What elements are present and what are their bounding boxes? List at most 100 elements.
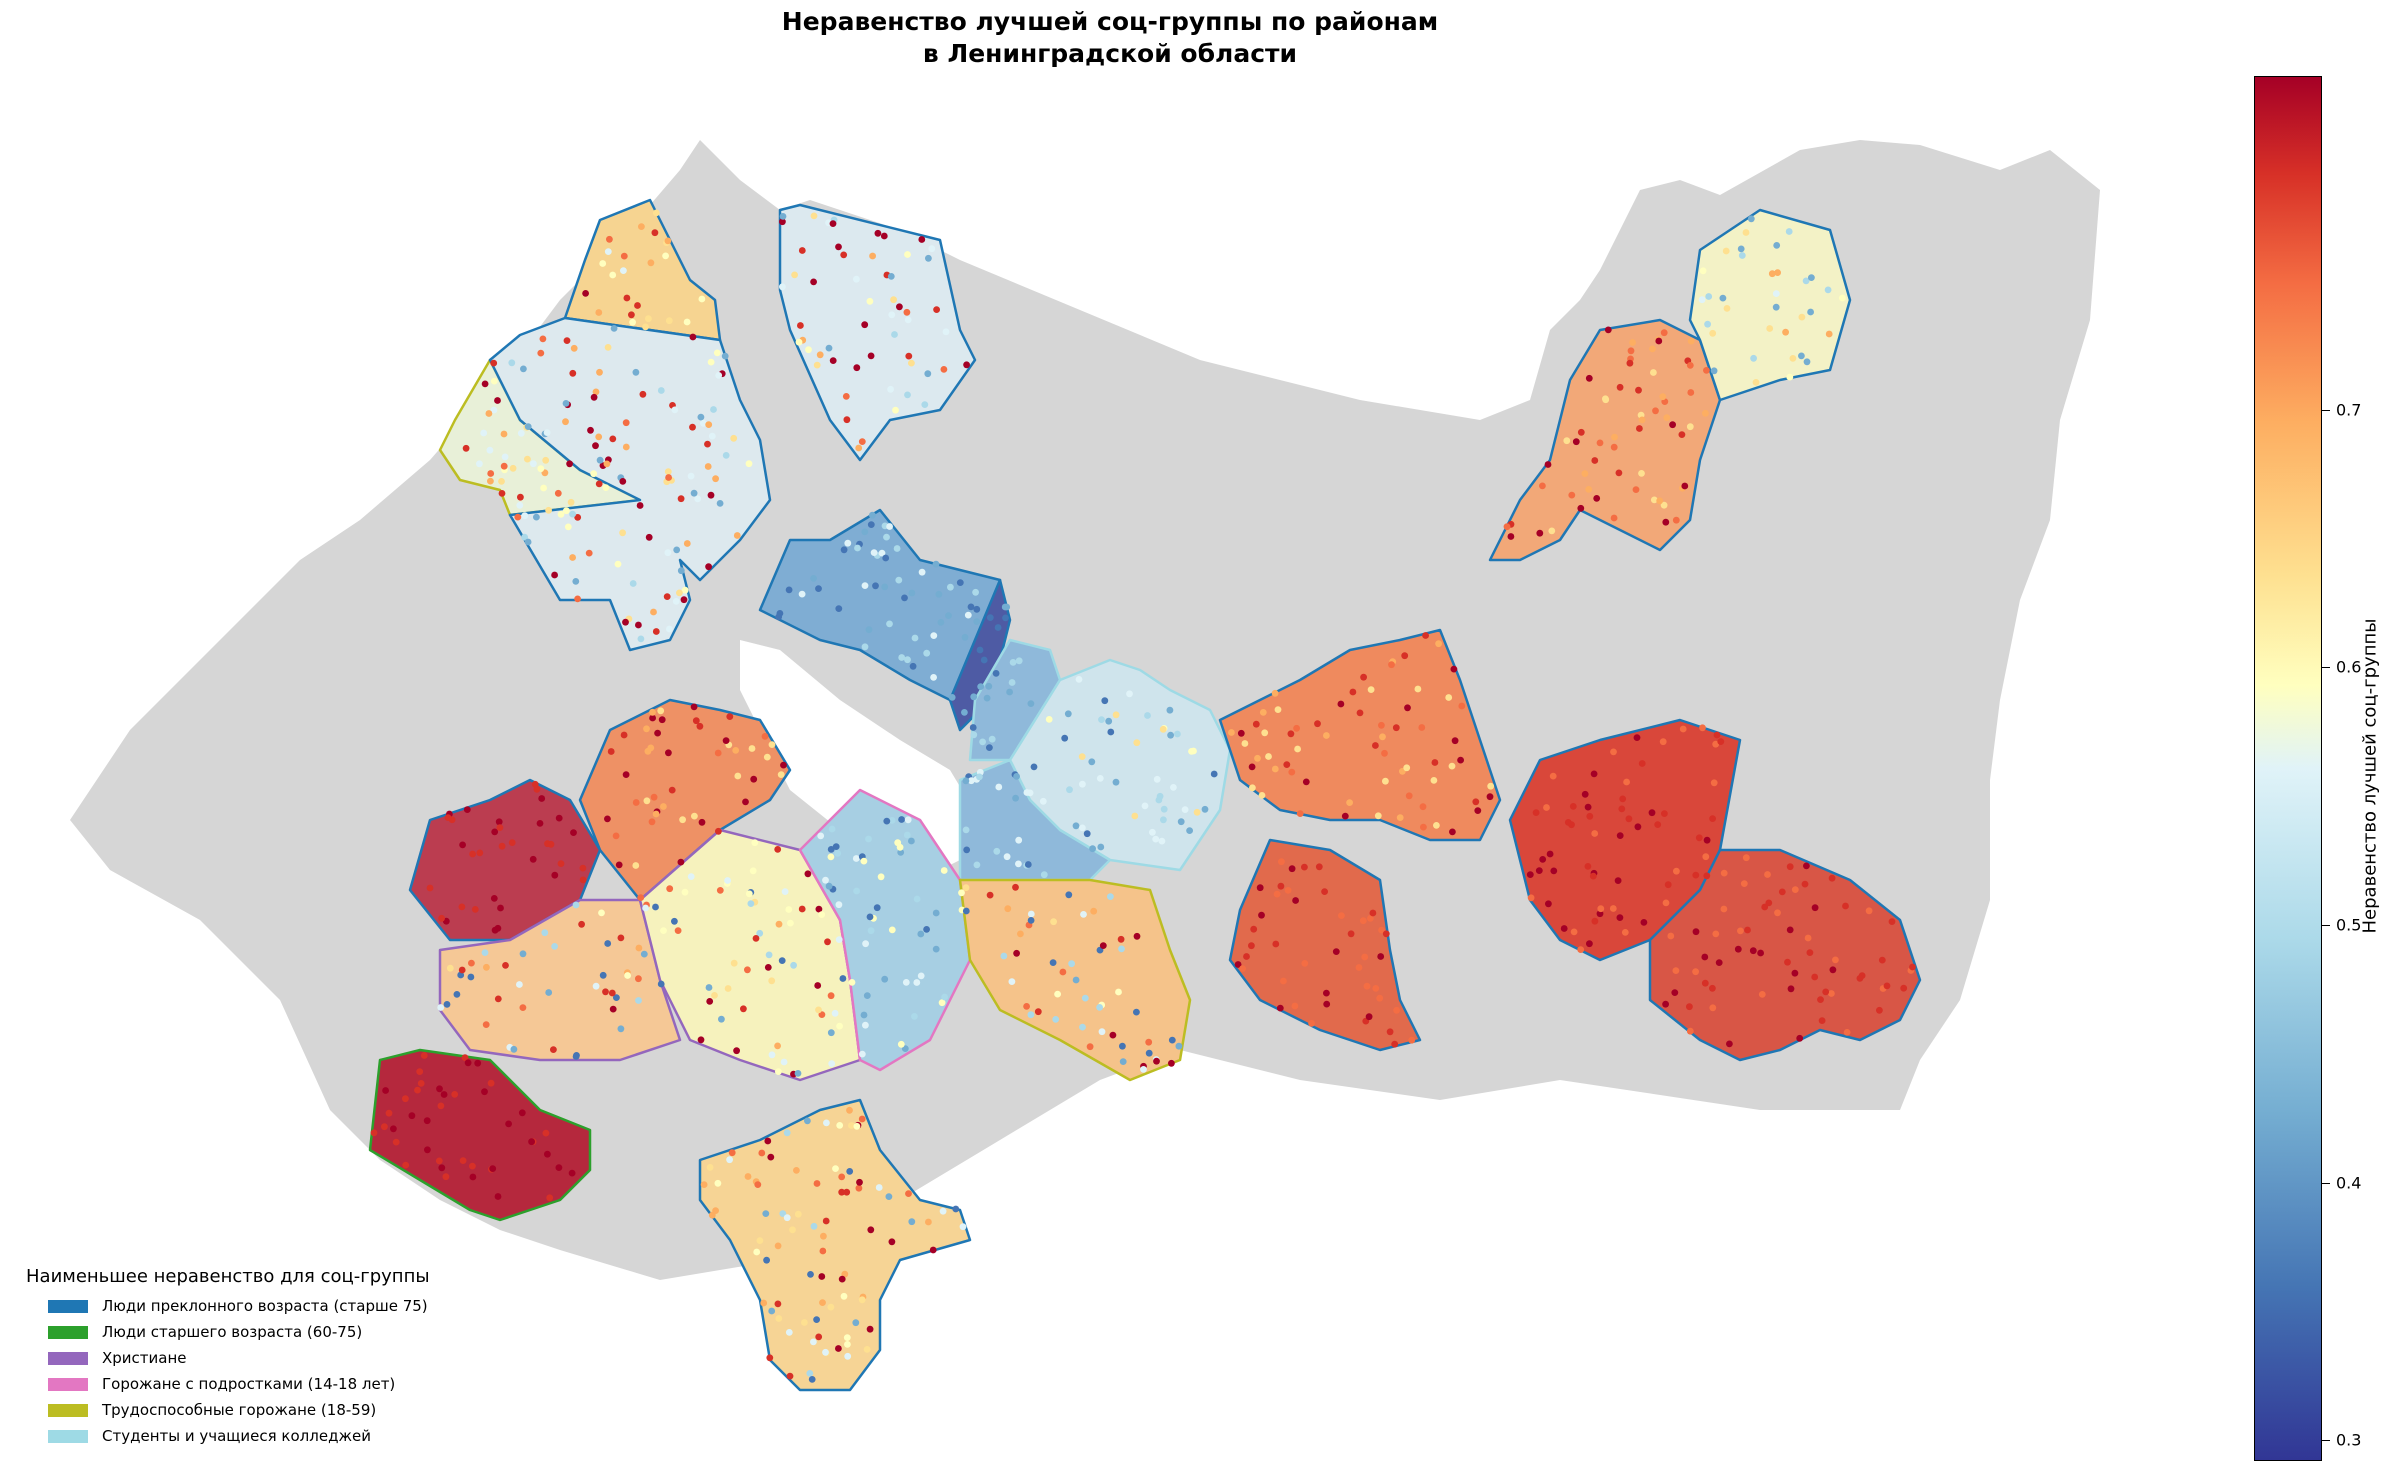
choropleth-map xyxy=(70,140,2100,1392)
settlement-point xyxy=(444,814,452,821)
settlement-point xyxy=(721,352,729,360)
settlement-point xyxy=(689,423,696,431)
settlement-point xyxy=(1766,325,1774,332)
settlement-point xyxy=(1695,834,1703,842)
settlement-point xyxy=(948,694,956,701)
settlement-point xyxy=(459,841,466,849)
settlement-point xyxy=(710,406,717,413)
settlement-point xyxy=(1572,438,1580,446)
settlement-point xyxy=(827,853,835,861)
settlement-point xyxy=(1802,277,1810,285)
settlement-point xyxy=(838,1173,846,1181)
settlement-point xyxy=(674,927,682,934)
settlement-point xyxy=(1141,802,1149,810)
district-priozersk xyxy=(778,203,977,462)
settlement-point xyxy=(766,1354,774,1362)
settlement-point xyxy=(967,777,975,785)
settlement-point xyxy=(1363,982,1371,990)
settlement-point xyxy=(775,1068,782,1075)
settlement-point xyxy=(622,419,630,427)
settlement-point xyxy=(694,495,702,503)
settlement-point xyxy=(446,964,454,972)
settlement-point xyxy=(494,995,502,1003)
settlement-point xyxy=(1159,725,1167,733)
settlement-point xyxy=(1752,379,1760,386)
settlement-point xyxy=(1591,830,1599,837)
settlement-point xyxy=(1081,994,1089,1002)
settlement-point xyxy=(585,549,593,557)
settlement-point xyxy=(1065,891,1073,899)
settlement-point xyxy=(947,583,954,591)
settlement-point xyxy=(572,901,580,909)
settlement-point xyxy=(713,349,721,357)
settlement-point xyxy=(911,1013,918,1020)
settlement-point xyxy=(1591,457,1599,464)
settlement-point xyxy=(1618,805,1626,813)
settlement-point xyxy=(1744,926,1751,934)
settlement-point xyxy=(896,303,903,311)
settlement-point xyxy=(767,1153,775,1161)
settlement-point xyxy=(1174,730,1181,738)
settlement-point xyxy=(897,849,905,856)
settlement-point xyxy=(1090,907,1098,915)
settlement-point xyxy=(1068,960,1075,968)
settlement-point xyxy=(1355,964,1363,971)
settlement-point xyxy=(1292,897,1299,904)
settlement-point xyxy=(711,992,718,999)
settlement-point xyxy=(858,1050,866,1058)
settlement-point xyxy=(775,920,783,928)
settlement-point xyxy=(1883,982,1891,990)
settlement-point xyxy=(932,945,940,953)
settlement-point xyxy=(423,1117,431,1125)
settlement-point xyxy=(666,885,674,893)
settlement-point xyxy=(873,904,881,912)
settlement-point xyxy=(867,521,875,528)
settlement-point xyxy=(516,981,523,988)
settlement-point xyxy=(1757,949,1764,957)
settlement-point xyxy=(883,533,890,541)
settlement-point xyxy=(1789,355,1797,362)
settlement-point xyxy=(1296,810,1304,817)
settlement-point xyxy=(390,1125,397,1133)
settlement-point xyxy=(668,786,676,794)
settlement-point xyxy=(780,761,787,769)
settlement-point xyxy=(1742,854,1750,862)
settlement-point xyxy=(1156,792,1164,800)
settlement-point xyxy=(1382,930,1390,938)
settlement-point xyxy=(1359,917,1367,925)
settlement-point xyxy=(490,406,498,414)
settlement-point xyxy=(858,1115,866,1123)
settlement-point xyxy=(1703,367,1710,374)
settlement-point xyxy=(1627,347,1635,355)
settlement-point xyxy=(706,1164,714,1171)
settlement-point xyxy=(662,252,669,260)
settlement-point xyxy=(1818,1017,1826,1024)
settlement-point xyxy=(790,961,797,969)
settlement-point xyxy=(848,979,856,986)
settlement-point xyxy=(760,1299,768,1307)
settlement-point xyxy=(815,905,823,913)
settlement-point xyxy=(1585,374,1593,382)
settlement-point xyxy=(745,890,753,898)
settlement-point xyxy=(1118,945,1125,953)
settlement-point xyxy=(1811,904,1819,912)
settlement-point xyxy=(555,1164,563,1171)
settlement-point xyxy=(969,724,977,731)
settlement-point xyxy=(437,1004,445,1011)
settlement-point xyxy=(763,1256,770,1264)
settlement-point xyxy=(1013,949,1020,957)
settlement-point xyxy=(822,1217,830,1225)
settlement-point xyxy=(651,229,659,237)
settlement-point xyxy=(786,1372,794,1380)
settlement-point xyxy=(660,927,667,934)
settlement-point xyxy=(514,513,522,521)
settlement-point xyxy=(1277,882,1285,890)
settlement-point xyxy=(836,1022,843,1030)
settlement-point xyxy=(1734,945,1742,953)
settlement-point xyxy=(495,818,503,826)
settlement-point xyxy=(1710,779,1718,787)
settlement-point xyxy=(794,1070,802,1077)
settlement-point xyxy=(617,1025,625,1033)
colorbar-tick-label: 0.4 xyxy=(2336,1173,2362,1193)
settlement-point xyxy=(888,311,896,319)
